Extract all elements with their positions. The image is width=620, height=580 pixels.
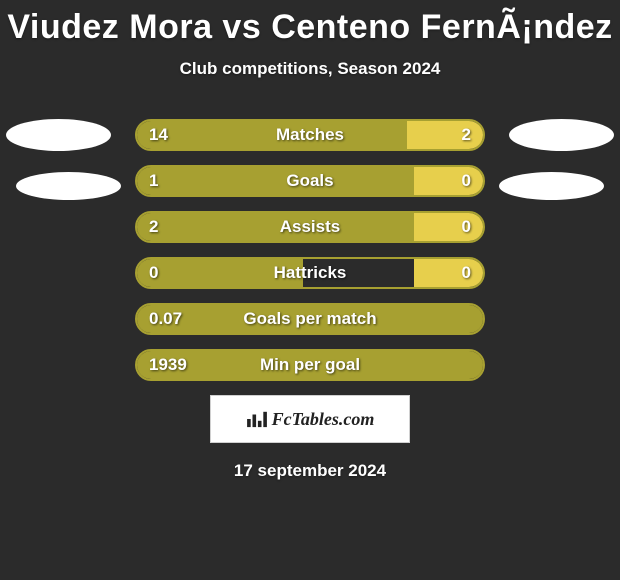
stat-bar-left bbox=[137, 121, 407, 149]
player-left-avatar-placeholder bbox=[6, 119, 111, 151]
stats-area: 142Matches10Goals20Assists00Hattricks0.0… bbox=[0, 119, 620, 381]
stat-row: 1939Min per goal bbox=[135, 349, 485, 381]
stat-value-right: 0 bbox=[462, 167, 471, 195]
page-title: Viudez Mora vs Centeno FernÃ¡ndez bbox=[0, 0, 620, 47]
stat-value-right: 0 bbox=[462, 259, 471, 287]
stat-value-left: 0 bbox=[149, 259, 158, 287]
player-right-avatar-placeholder-2 bbox=[499, 172, 604, 200]
fctables-watermark: FcTables.com bbox=[210, 395, 410, 443]
stat-value-left: 0.07 bbox=[149, 305, 182, 333]
bars-container: 142Matches10Goals20Assists00Hattricks0.0… bbox=[135, 119, 485, 381]
stat-row: 142Matches bbox=[135, 119, 485, 151]
stat-bar-left bbox=[137, 213, 414, 241]
stat-value-right: 0 bbox=[462, 213, 471, 241]
stat-value-right: 2 bbox=[462, 121, 471, 149]
watermark-text: FcTables.com bbox=[272, 409, 375, 430]
stat-value-left: 2 bbox=[149, 213, 158, 241]
stat-bar-right bbox=[414, 259, 483, 287]
subtitle: Club competitions, Season 2024 bbox=[0, 59, 620, 79]
stat-row: 0.07Goals per match bbox=[135, 303, 485, 335]
stat-bar-right bbox=[414, 167, 483, 195]
stat-bar-left bbox=[137, 305, 483, 333]
stat-bar-right bbox=[414, 213, 483, 241]
stat-bar-left bbox=[137, 167, 414, 195]
stat-bar-left bbox=[137, 259, 303, 287]
bars-icon bbox=[246, 410, 268, 428]
player-right-avatar-placeholder bbox=[509, 119, 614, 151]
stat-value-left: 1939 bbox=[149, 351, 187, 379]
stat-row: 10Goals bbox=[135, 165, 485, 197]
stat-bar-right bbox=[407, 121, 483, 149]
stat-bar-left bbox=[137, 351, 483, 379]
date-label: 17 september 2024 bbox=[0, 461, 620, 481]
stat-row: 00Hattricks bbox=[135, 257, 485, 289]
stat-row: 20Assists bbox=[135, 211, 485, 243]
stat-value-left: 14 bbox=[149, 121, 168, 149]
stat-value-left: 1 bbox=[149, 167, 158, 195]
player-left-avatar-placeholder-2 bbox=[16, 172, 121, 200]
